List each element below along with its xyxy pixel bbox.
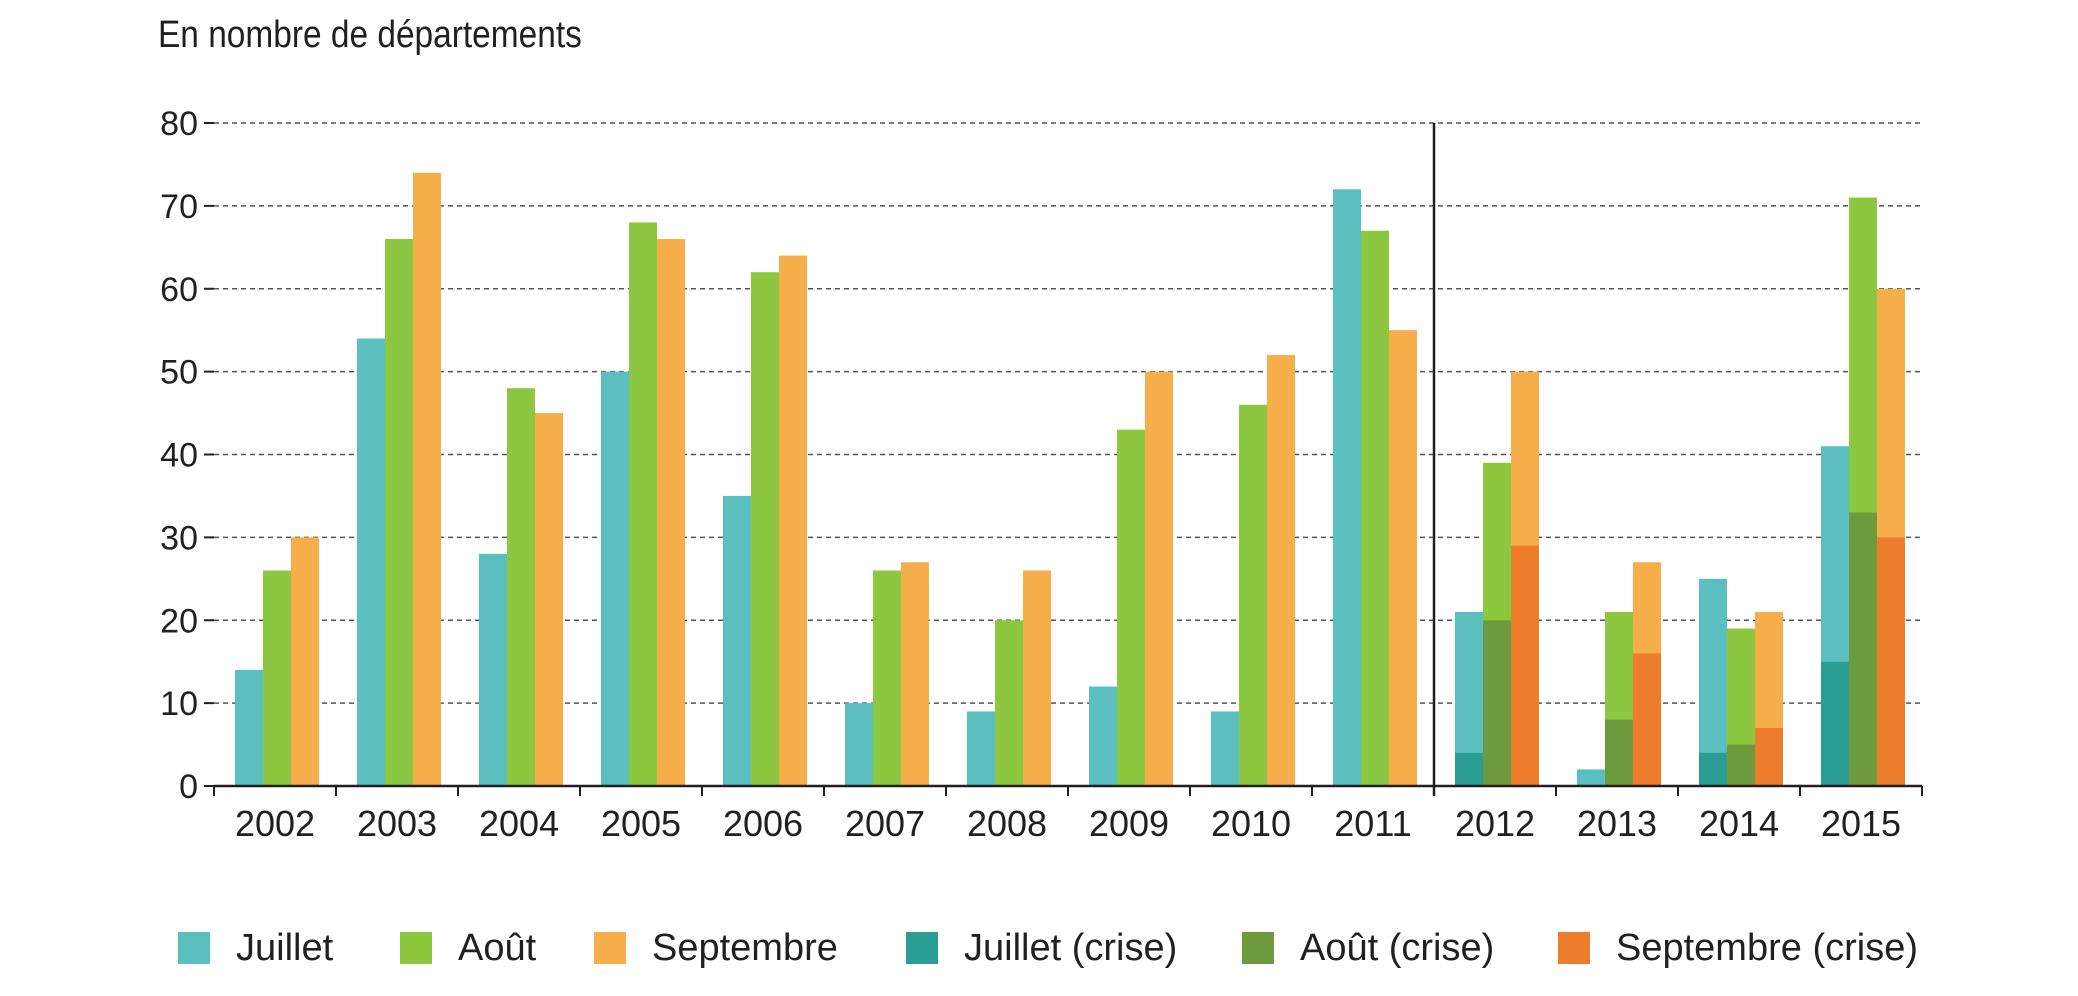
bar-ao-t — [1361, 230, 1389, 787]
legend-swatch — [1242, 932, 1274, 964]
bar-juillet — [1699, 578, 1727, 786]
bar-crisis-2 — [1633, 653, 1661, 786]
bar-septembre — [1023, 570, 1051, 786]
bar-juillet — [601, 371, 629, 786]
legend-label: Août — [458, 927, 537, 969]
bar-septembre — [413, 172, 441, 787]
bar-ao-t — [629, 222, 657, 786]
legend-label: Juillet — [236, 927, 334, 969]
bar-ao-t — [507, 388, 535, 786]
bar-crisis-1 — [1605, 719, 1633, 786]
bar-septembre — [535, 413, 563, 786]
legend-swatch — [594, 932, 626, 964]
bar-juillet — [235, 669, 263, 786]
bars — [235, 172, 1905, 787]
y-tick-label: 10 — [160, 685, 198, 723]
legend-label: Septembre — [652, 927, 838, 969]
bar-crisis-0 — [1699, 752, 1727, 786]
bar-juillet — [357, 338, 385, 786]
bar-crisis-2 — [1877, 537, 1905, 786]
bar-juillet — [1089, 686, 1117, 786]
x-tick-label: 2009 — [1089, 803, 1169, 844]
bar-septembre — [1267, 355, 1295, 786]
bar-juillet — [967, 711, 995, 786]
bar-ao-t — [1239, 404, 1267, 786]
x-tick-label: 2012 — [1455, 803, 1535, 844]
bar-juillet — [1577, 769, 1605, 786]
x-tick-label: 2007 — [845, 803, 925, 844]
bar-crisis-0 — [1821, 661, 1849, 786]
legend-swatch — [400, 932, 432, 964]
bar-ao-t — [385, 239, 413, 786]
bar-juillet — [1211, 711, 1239, 786]
legend-swatch — [1558, 932, 1590, 964]
bar-crisis-1 — [1727, 744, 1755, 786]
chart-title: En nombre de départements — [158, 14, 582, 56]
bar-crisis-1 — [1483, 620, 1511, 786]
bar-septembre — [1389, 330, 1417, 786]
y-tick-label: 50 — [160, 354, 198, 392]
bar-juillet — [479, 553, 507, 786]
y-tick-label: 20 — [160, 602, 198, 640]
bar-septembre — [901, 562, 929, 786]
y-tick-label: 0 — [179, 768, 198, 806]
bar-ao-t — [873, 570, 901, 786]
bar-septembre — [779, 255, 807, 787]
legend-label: Août (crise) — [1300, 927, 1494, 969]
bar-septembre — [291, 537, 319, 786]
bar-ao-t — [995, 620, 1023, 786]
y-tick-label: 60 — [160, 271, 198, 309]
x-tick-label: 2011 — [1334, 803, 1411, 844]
x-tick-label: 2005 — [601, 803, 681, 844]
bar-ao-t — [751, 272, 779, 786]
bar-septembre — [657, 239, 685, 786]
x-tick-label: 2002 — [235, 803, 315, 844]
bar-crisis-2 — [1511, 545, 1539, 786]
x-tick-label: 2004 — [479, 803, 559, 844]
legend-swatch — [178, 932, 210, 964]
legend-label: Septembre (crise) — [1616, 927, 1918, 969]
bar-juillet — [723, 495, 751, 786]
y-tick-label: 40 — [160, 437, 198, 475]
legend-swatch — [906, 932, 938, 964]
axes: 0 10 20 30 40 50 60 70 80 2002 2003 2004 2005 2006 200… — [160, 105, 1923, 844]
bar-septembre — [1145, 371, 1173, 786]
gridlines — [214, 122, 1922, 704]
bar-ao-t — [1117, 429, 1145, 786]
x-tick-label: 2003 — [357, 803, 437, 844]
bar-crisis-2 — [1755, 727, 1783, 786]
bar-ao-t — [263, 570, 291, 786]
x-tick-label: 2006 — [723, 803, 803, 844]
legend: Juillet Août Septembre Juillet (crise) Août … — [178, 927, 1918, 969]
x-tick-label: 2010 — [1211, 803, 1291, 844]
x-tick-label: 2015 — [1821, 803, 1901, 844]
y-tick-label: 80 — [160, 105, 198, 143]
y-tick-label: 30 — [160, 519, 198, 557]
bar-juillet — [845, 703, 873, 786]
x-tick-label: 2013 — [1577, 803, 1657, 844]
bar-crisis-0 — [1455, 752, 1483, 786]
bar-juillet — [1333, 189, 1361, 787]
x-tick-label: 2014 — [1699, 803, 1779, 844]
y-tick-label: 70 — [160, 188, 198, 226]
bar-crisis-1 — [1849, 512, 1877, 786]
x-tick-label: 2008 — [967, 803, 1047, 844]
legend-label: Juillet (crise) — [964, 927, 1177, 969]
